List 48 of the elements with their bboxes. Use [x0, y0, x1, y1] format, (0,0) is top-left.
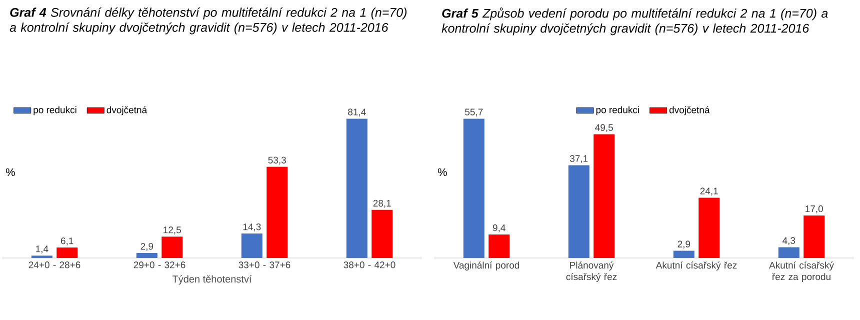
legend-label: dvojčetná — [106, 106, 148, 116]
data-label: 28,1 — [373, 200, 391, 208]
legend-label: dvojčetná — [669, 106, 710, 116]
data-label: 2,9 — [140, 242, 154, 251]
x-tick-label: Akutní císařský řez — [656, 262, 737, 270]
chart-title: Graf 4 Srovnání délky těhotenství po multifetální redukci 2 na 1 (n=70) a kontrolní skupiny dvojčetných gravidit (n=576) v letech 2011-2016 — [10, 8, 407, 34]
x-tick-label: 29+0 - 32+6 — [134, 262, 186, 268]
x-tick-label: 38+0 - 42+0 — [344, 262, 396, 268]
x-tick-label: 24+0 - 28+6 — [28, 262, 80, 268]
bar — [346, 118, 368, 258]
legend-label: po redukci — [596, 106, 639, 116]
bar — [673, 250, 694, 258]
bar — [488, 234, 510, 258]
data-label: 4,3 — [782, 237, 796, 246]
data-label: 24,1 — [700, 188, 718, 196]
bar — [241, 234, 262, 258]
y-axis-title: % — [6, 168, 15, 176]
x-tick-label: Akutní císařský řez za porodu — [769, 262, 834, 282]
bar — [266, 166, 288, 258]
data-label: 53,3 — [268, 156, 286, 165]
data-label: 81,4 — [348, 108, 366, 117]
data-label: 12,5 — [164, 226, 181, 234]
data-label: 9,4 — [492, 224, 506, 232]
data-label: 17,0 — [806, 205, 823, 214]
x-tick-label: Plánovaný císařský řez — [566, 262, 617, 282]
data-label: 37,1 — [570, 155, 588, 164]
bar — [698, 198, 720, 258]
bar — [56, 248, 78, 258]
data-label: 49,5 — [595, 124, 613, 132]
x-tick-label: 33+0 - 37+6 — [238, 262, 290, 268]
bar — [136, 253, 158, 258]
chart-title: Graf 5 Způsob vedení porodu po multifetální redukci 2 na 1 (n=70) a kontrolní skupiny dvojčetných gravidit (n=576) v letech 2011-2016 — [442, 8, 828, 36]
bar — [804, 215, 825, 258]
x-tick-label: Vaginální porod — [453, 262, 520, 270]
bar — [594, 134, 615, 258]
legend-label: po redukci — [34, 106, 76, 116]
bar — [568, 165, 590, 258]
y-axis-title: % — [438, 168, 447, 176]
data-label: 6,1 — [60, 238, 74, 246]
bar — [372, 210, 393, 258]
bar — [162, 236, 183, 258]
data-label: 1,4 — [36, 246, 48, 254]
data-label: 14,3 — [243, 223, 261, 232]
data-label: 55,7 — [465, 108, 483, 117]
x-axis-title: Týden těhotenství — [172, 275, 252, 285]
data-label: 2,9 — [678, 240, 690, 249]
bar — [778, 247, 800, 258]
bar — [463, 118, 484, 258]
